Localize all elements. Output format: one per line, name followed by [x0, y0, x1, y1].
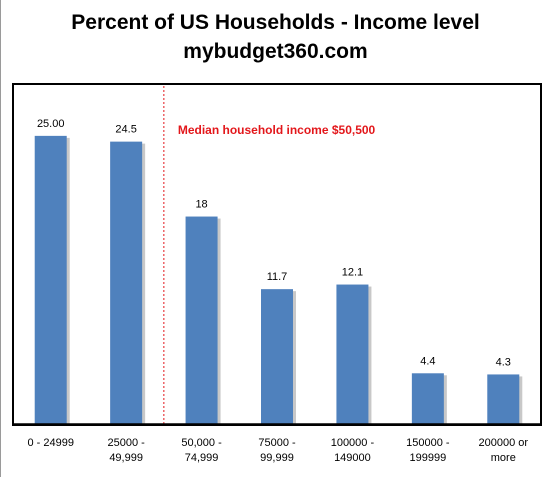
x-tick-label: 75000 - — [258, 437, 296, 449]
x-tick-label: 150000 - — [406, 437, 450, 449]
x-tick-label: 200000 or — [479, 437, 529, 449]
x-tick-label: more — [491, 452, 516, 464]
x-tick-label: 149000 — [334, 452, 371, 464]
chart-title: Percent of US Households - Income level — [71, 11, 480, 34]
data-label: 18 — [195, 199, 207, 211]
bar — [185, 216, 218, 424]
bar — [261, 289, 293, 424]
chart-title-block: Percent of US Households - Income level … — [0, 8, 551, 66]
bar — [336, 284, 369, 424]
data-label: 25.00 — [37, 118, 65, 130]
x-tick-label: 50,000 - — [181, 437, 222, 449]
data-label: 24.5 — [115, 124, 136, 136]
data-label: 11.7 — [267, 271, 288, 283]
data-label: 4.4 — [420, 355, 435, 367]
x-tick-label: 99,999 — [260, 452, 294, 464]
median-annotation: Median household income $50,500 — [178, 123, 376, 137]
x-tick-label: 0 - 24999 — [27, 437, 73, 449]
bar — [110, 141, 143, 424]
x-tick-label: 49,999 — [109, 452, 143, 464]
left-border-line — [0, 0, 1, 477]
plot-area-frame — [12, 83, 542, 426]
x-tick-label: 199999 — [409, 452, 446, 464]
x-tick-label: 25000 - — [107, 437, 145, 449]
data-label: 4.3 — [496, 356, 511, 368]
chart-subtitle: mybudget360.com — [183, 40, 368, 63]
bar — [34, 135, 67, 424]
x-tick-label: 74,999 — [185, 452, 219, 464]
bar — [487, 374, 520, 424]
data-label: 12.1 — [342, 267, 363, 279]
bar — [411, 373, 444, 424]
x-tick-label: 100000 - — [331, 437, 375, 449]
